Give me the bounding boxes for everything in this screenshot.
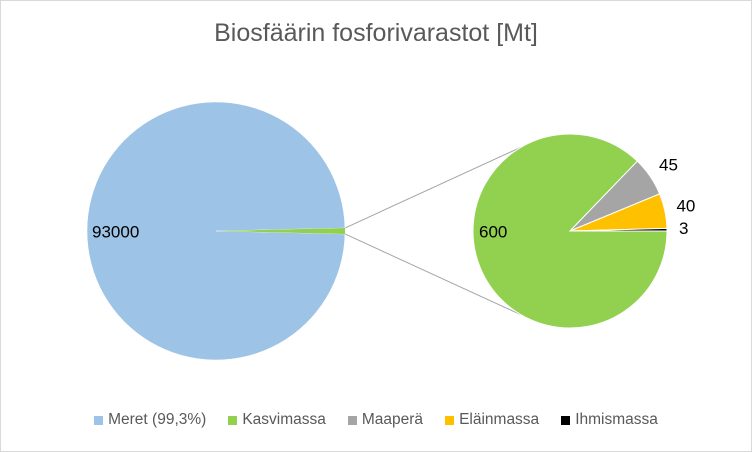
legend-swatch	[94, 415, 104, 425]
legend-label: Ihmismassa	[575, 411, 658, 428]
legend-swatch	[347, 415, 357, 425]
pie-slice-ihmismassa	[569, 227, 668, 232]
legend: Meret (99,3%) Kasvimassa Maaperä Eläinmassa…	[1, 411, 751, 429]
legend-swatch	[228, 415, 238, 425]
pie-slice-meret-99-3	[86, 101, 346, 361]
legend-label: Meret (99,3%)	[108, 411, 207, 428]
legend-item-meret-99-3: Meret (99,3%)	[94, 411, 206, 429]
data-label-ihmismassa: 3	[679, 219, 688, 238]
connector-line-top	[344, 146, 522, 229]
connector-line-bottom	[344, 233, 522, 316]
data-label-maapera: 45	[659, 156, 678, 175]
legend-label: Eläinmassa	[459, 411, 540, 428]
chart-title: Biosfäärin fosforivarastot [Mt]	[214, 19, 538, 47]
pie-slice-other-aggregate	[216, 228, 345, 234]
legend-swatch	[445, 415, 455, 425]
legend-item-kasvimassa: Kasvimassa	[228, 411, 326, 429]
data-label-kasvimassa: 600	[479, 222, 507, 241]
legend-label: Maaperä	[361, 411, 424, 428]
legend-item-ihmismassa: Ihmismassa	[561, 411, 658, 429]
legend-label: Kasvimassa	[242, 411, 326, 428]
legend-swatch	[561, 415, 571, 425]
data-label-meret-99-3: 93000	[92, 222, 139, 241]
legend-item-maapera: Maaperä	[347, 411, 424, 429]
data-label-elainmassa: 40	[676, 197, 695, 216]
legend-item-elainmassa: Eläinmassa	[445, 411, 539, 429]
